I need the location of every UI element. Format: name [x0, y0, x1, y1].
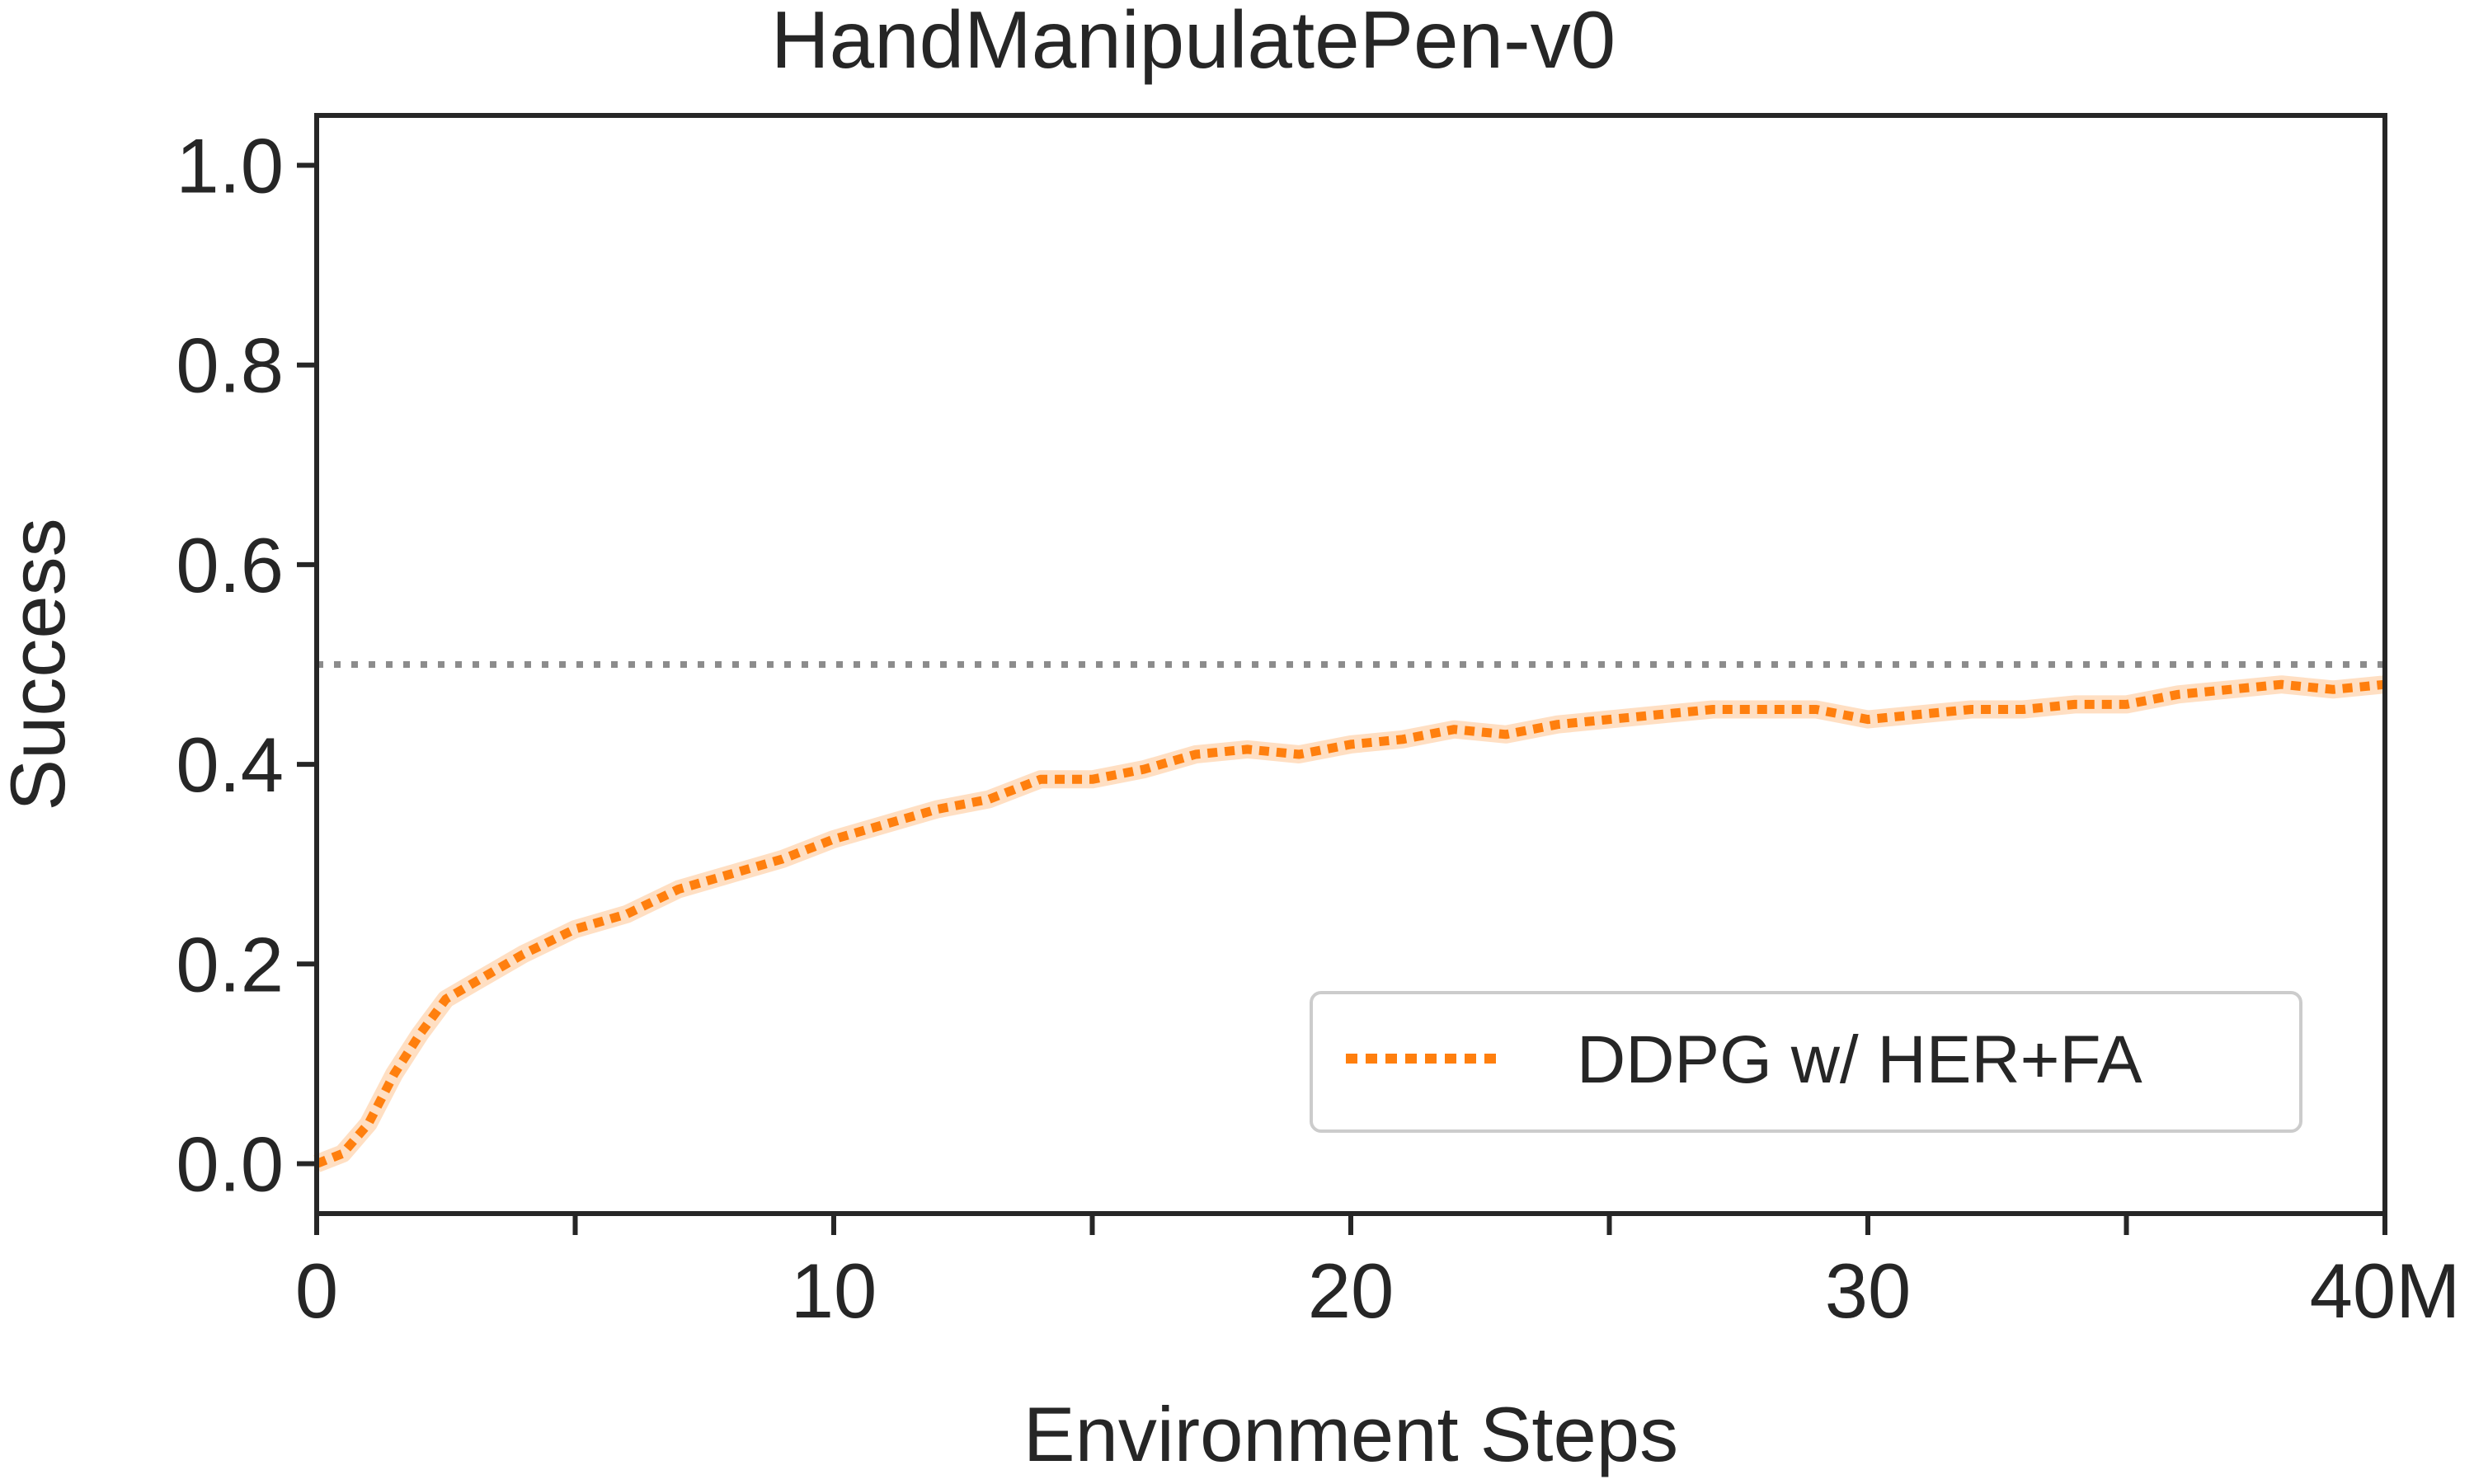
x-tick-label: 0 — [295, 1247, 338, 1334]
legend: DDPG w/ HER+FA — [1310, 991, 2302, 1133]
y-tick-label: 0.6 — [176, 522, 284, 608]
legend-box — [1310, 991, 2302, 1133]
x-tick-label: 40M — [2310, 1247, 2461, 1334]
y-axis-label: Success — [0, 518, 81, 810]
x-axis-label: Environment Steps — [1023, 1391, 1678, 1477]
y-axis: 0.0 0.2 0.4 0.6 0.8 1.0 — [176, 123, 317, 1207]
y-tick-label: 0.2 — [176, 921, 284, 1007]
x-axis: 0 10 20 30 40M — [295, 1214, 2461, 1334]
legend-label: DDPG w/ HER+FA — [1577, 1022, 2142, 1097]
y-tick-label: 0.8 — [176, 322, 284, 409]
x-tick-label: 20 — [1308, 1247, 1395, 1334]
chart-title: HandManipulatePen-v0 — [771, 0, 1616, 85]
y-tick-label: 0.4 — [176, 721, 284, 808]
x-tick-label: 10 — [791, 1247, 877, 1334]
series-line — [315, 679, 2386, 1168]
y-tick-label: 1.0 — [176, 123, 284, 209]
y-tick-label: 0.0 — [176, 1120, 284, 1207]
x-tick-label: 30 — [1825, 1247, 1912, 1334]
